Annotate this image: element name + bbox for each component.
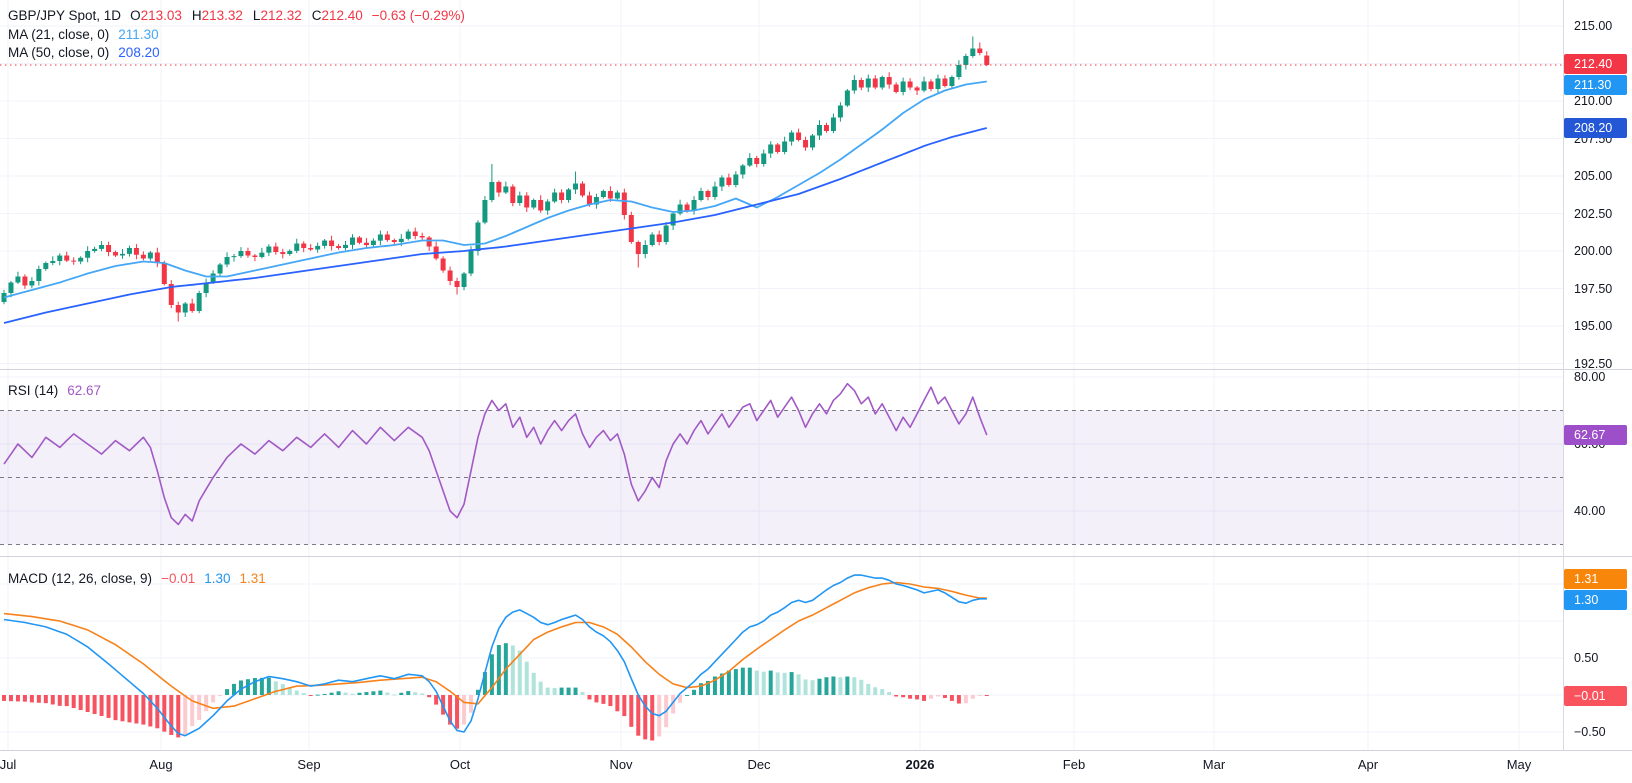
- macd-badge-−0.01: −0.01: [1564, 685, 1627, 706]
- month-label-Oct: Oct: [449, 757, 471, 772]
- rsi-tick-80.00: 80.00: [1574, 370, 1606, 384]
- macd-badge-1.30: 1.30: [1564, 589, 1627, 610]
- macd-tick-0.50: 0.50: [1574, 651, 1599, 665]
- month-label-Mar: Mar: [1202, 757, 1226, 772]
- price-tick-192.50: 192.50: [1574, 356, 1613, 371]
- rsi-tick-40.00: 40.00: [1574, 504, 1606, 518]
- price-badge-208.20: 208.20: [1564, 118, 1627, 138]
- month-label-2026: 2026: [905, 757, 935, 772]
- rsi-band: [0, 410, 1563, 545]
- pane-separator-price-rsi[interactable]: [0, 369, 1632, 370]
- price-tick-195.00: 195.00: [1574, 319, 1613, 333]
- ohlc-l-value: L 212.32: [252, 8, 302, 23]
- macd-badge-1.31: 1.31: [1564, 569, 1627, 590]
- rsi-label: RSI (14): [8, 383, 59, 398]
- rsi-badge-62.67: 62.67: [1564, 425, 1627, 446]
- symbol-legend-row[interactable]: GBP/JPY Spot, 1D O 213.03 H 213.32 L 212.32 C 2…: [8, 7, 465, 24]
- macd-tick-−0.50: −0.50: [1574, 725, 1606, 739]
- price-tick-200.00: 200.00: [1574, 244, 1613, 258]
- month-label-Apr: Apr: [1357, 757, 1379, 772]
- rsi-plot: [3, 382, 988, 526]
- pane-separator-rsi-macd[interactable]: [0, 556, 1632, 557]
- ohlc-o-value: O 213.03: [130, 8, 182, 23]
- gridlines: [0, 0, 1563, 750]
- ma50-value: 208.20: [118, 45, 160, 60]
- change-value: −0.63 (−0.29%): [371, 8, 465, 23]
- ohlc-h-value: H 213.32: [191, 8, 243, 23]
- month-label-Sep: Sep: [297, 757, 321, 772]
- month-label-Jul: Jul: [0, 757, 17, 772]
- macd-label: MACD (12, 26, close, 9): [8, 571, 153, 586]
- symbol-title: GBP/JPY Spot, 1D: [8, 8, 122, 23]
- ma21-value: 211.30: [118, 27, 159, 42]
- price-tick-202.50: 202.50: [1574, 206, 1613, 221]
- ohlc-values: O 213.03 H 213.32 L 212.32 C 212.40: [130, 7, 363, 24]
- price-badge-212.40: 212.40: [1564, 54, 1627, 74]
- macd-legend-row[interactable]: MACD (12, 26, close, 9) −0.01 1.30 1.31: [8, 570, 266, 587]
- price-tick-215.00: 215.00: [1574, 19, 1613, 33]
- month-label-Feb: Feb: [1062, 757, 1086, 772]
- price-badge-211.30: 211.30: [1564, 75, 1627, 95]
- rsi-value: 62.67: [67, 383, 102, 398]
- price-axis-separator: [1563, 0, 1564, 750]
- macd-histogram-value: −0.01: [161, 571, 196, 586]
- ma21-label: MA (21, close, 0): [8, 27, 110, 42]
- price-tick-205.00: 205.00: [1574, 169, 1613, 183]
- ma50-label: MA (50, close, 0): [8, 45, 110, 60]
- macd-signal-value: 1.31: [239, 571, 266, 586]
- moving-average-lines: [3, 80, 988, 324]
- month-label-Dec: Dec: [747, 757, 771, 772]
- ma21-legend-row[interactable]: MA (21, close, 0) 211.30: [8, 26, 159, 43]
- month-label-Nov: Nov: [609, 757, 633, 772]
- price-tick-197.50: 197.50: [1574, 281, 1613, 296]
- month-label-Aug: Aug: [149, 757, 173, 772]
- ma50-legend-row[interactable]: MA (50, close, 0) 208.20: [8, 44, 160, 61]
- rsi-legend-row[interactable]: RSI (14) 62.67: [8, 382, 101, 399]
- macd-plot: [2, 574, 989, 741]
- price-tick-210.00: 210.00: [1574, 94, 1613, 108]
- ohlc-c-value: C 212.40: [311, 8, 363, 23]
- time-axis-separator: [0, 750, 1632, 751]
- macd-line-value: 1.30: [204, 571, 231, 586]
- month-label-May: May: [1506, 757, 1532, 772]
